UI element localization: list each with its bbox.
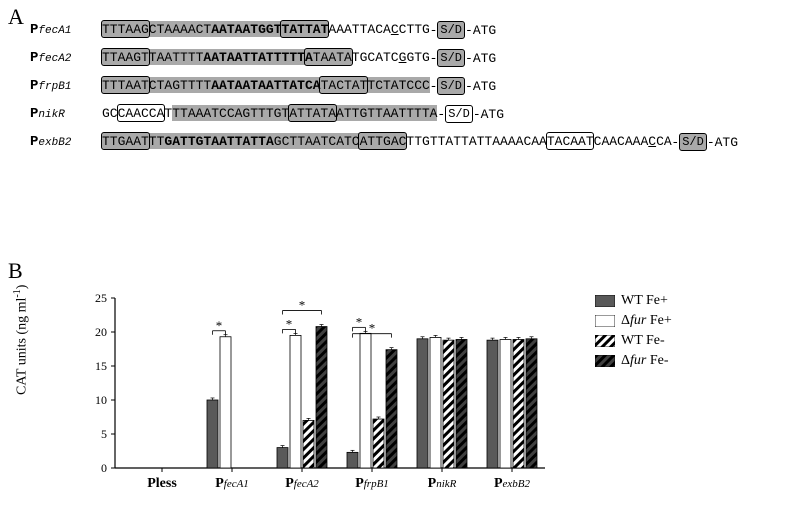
x-category-label: PexbB2 [494, 476, 530, 492]
sd-tail: -S/D-ATG [430, 49, 497, 66]
svg-text:*: * [356, 314, 363, 329]
sequence-row: PnikRGCCAACCATTTAAATCCAGTTTGTATTATAATTGT… [30, 104, 504, 124]
x-category-label: PnikR [428, 476, 457, 492]
sequence-text: TTGAATTTGATTGTAATTATTAGCTTAATCATCATTGACT… [102, 132, 672, 152]
sequence-text: GCCAACCATTTAAATCCAGTTTGTATTATAATTGTTAATT… [102, 104, 437, 124]
svg-text:20: 20 [95, 325, 107, 339]
svg-text:25: 25 [95, 291, 107, 305]
sequence-text: TTAAGTTAATTTTAATAATTATTTTTATAATATGCATCGG… [102, 48, 430, 68]
sequence-row: PfecA2TTAAGTTAATTTTAATAATTATTTTTATAATATG… [30, 48, 496, 68]
bar-chart: 0 5 10 15 20 25 * * * * * [45, 290, 565, 500]
svg-text:*: * [216, 318, 223, 333]
x-category-label: Pless [147, 476, 177, 492]
svg-text:15: 15 [95, 359, 107, 373]
svg-text:10: 10 [95, 393, 107, 407]
panel-a-label: A [8, 4, 24, 30]
y-axis-label: CAT units (ng ml-1) [12, 285, 31, 395]
legend-item: WT Fe- [595, 332, 672, 350]
svg-text:*: * [299, 298, 306, 313]
x-category-label: PfecA1 [215, 476, 249, 492]
sd-tail: -S/D-ATG [437, 105, 504, 122]
legend-item: WT Fe+ [595, 292, 672, 310]
x-category-label: PfecA2 [285, 476, 319, 492]
promoter-name: PexbB2 [30, 134, 102, 150]
sd-tail: -S/D-ATG [430, 21, 497, 38]
sd-tail: -S/D-ATG [430, 77, 497, 94]
sd-tail: -S/D-ATG [671, 133, 738, 150]
sequence-row: PfecA1TTTAAGCTAAAACTAATAATGGTTATTATAAATT… [30, 20, 496, 40]
legend-item: Δfur Fe+ [595, 312, 672, 330]
svg-text:*: * [286, 316, 293, 331]
svg-text:5: 5 [101, 427, 107, 441]
svg-text:*: * [369, 321, 376, 336]
legend: WT Fe+ Δfur Fe+ WT Fe- Δfur Fe- [595, 292, 672, 372]
promoter-name: PfrpB1 [30, 78, 102, 94]
sequence-row: PexbB2TTGAATTTGATTGTAATTATTAGCTTAATCATCA… [30, 132, 738, 152]
legend-item: Δfur Fe- [595, 352, 672, 370]
promoter-name: PnikR [30, 106, 102, 122]
promoter-name: PfecA1 [30, 22, 102, 38]
panel-b-label: B [8, 258, 23, 284]
sequence-text: TTTAAGCTAAAACTAATAATGGTTATTATAAATTACACCT… [102, 20, 430, 40]
sequence-text: TTTAATCTAGTTTTAATAATAATTATCATACTATTCTATC… [102, 76, 430, 96]
x-category-label: PfrpB1 [355, 476, 389, 492]
promoter-name: PfecA2 [30, 50, 102, 66]
sequence-row: PfrpB1TTTAATCTAGTTTTAATAATAATTATCATACTAT… [30, 76, 496, 96]
svg-text:0: 0 [101, 461, 107, 475]
